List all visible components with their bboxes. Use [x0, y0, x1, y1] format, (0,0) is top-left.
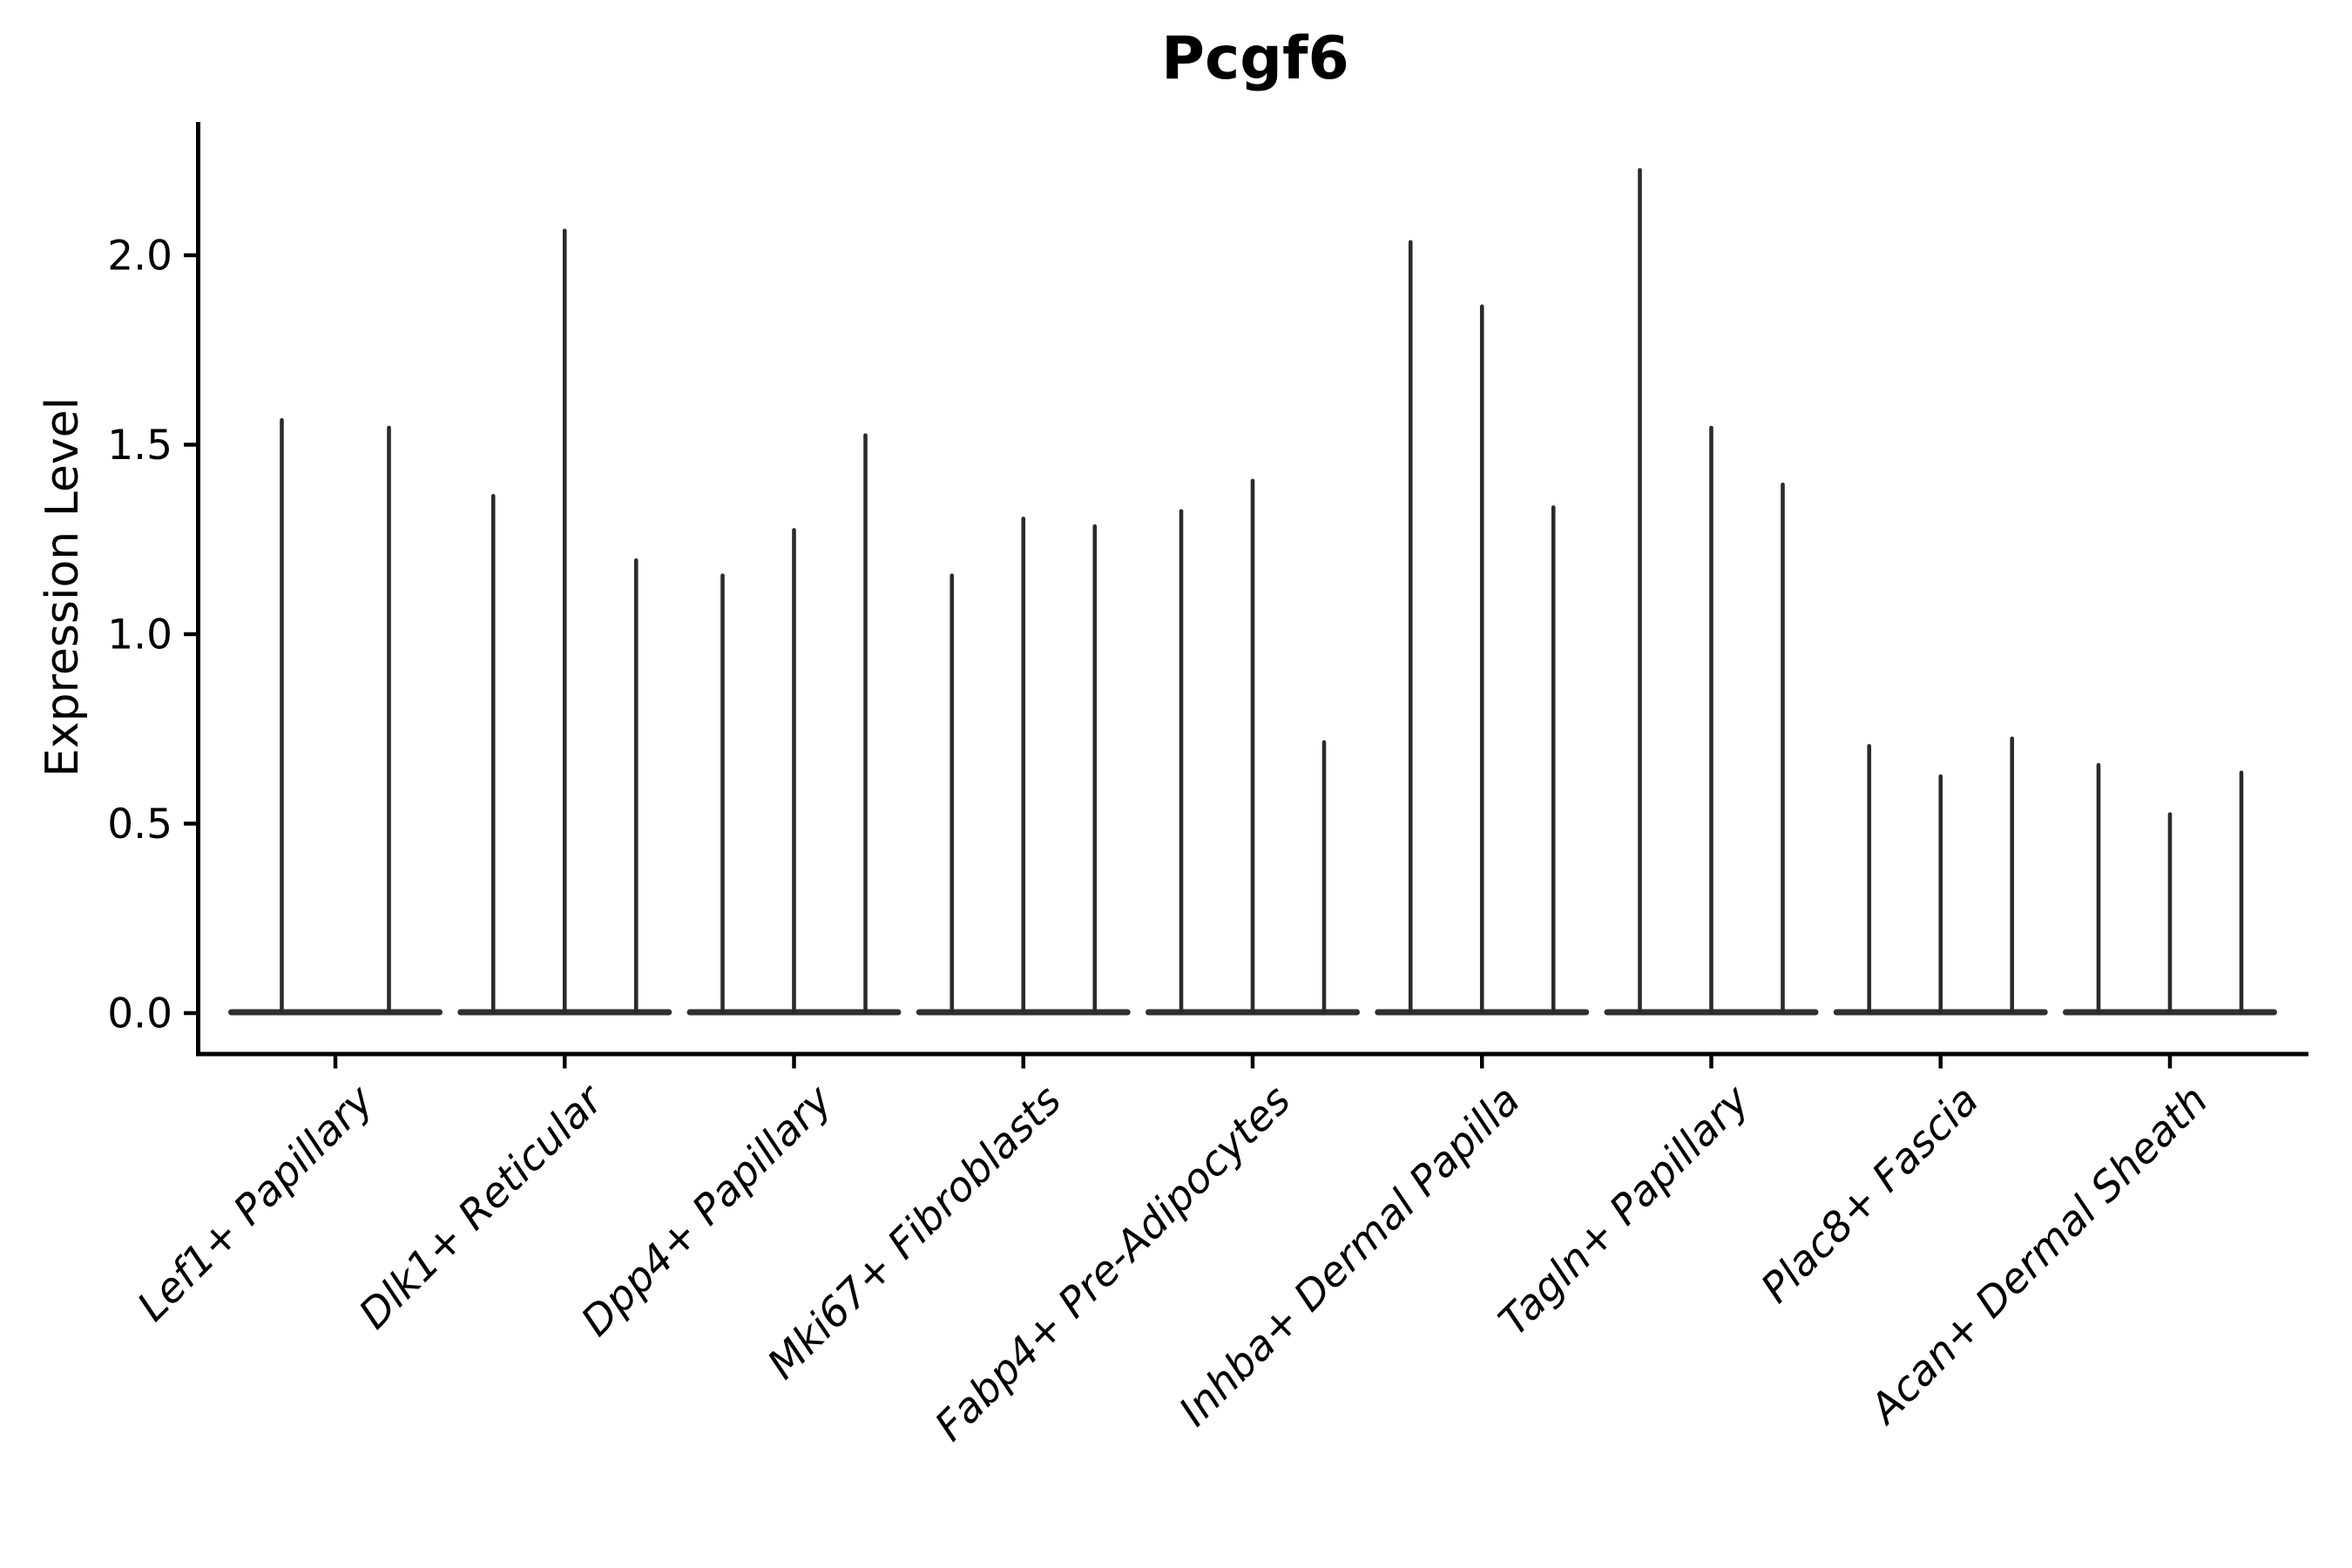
violin-needle — [792, 528, 796, 1014]
plot-title: Pcgf6 — [1161, 24, 1349, 93]
x-category-label: Dpp4+ Papillary — [572, 1076, 842, 1346]
x-category-label: Lef1+ Papillary — [128, 1076, 383, 1331]
violin-needle — [1551, 505, 1556, 1014]
x-category-label: Tagln+ Papillary — [1490, 1076, 1760, 1346]
violin-needle — [1250, 478, 1255, 1014]
violin-needle — [562, 228, 567, 1014]
violin-needle — [490, 494, 496, 1014]
violin-needle — [950, 573, 955, 1014]
y-axis-label: Expression Level — [37, 396, 89, 778]
violin-needle — [1092, 524, 1098, 1014]
violin-needle — [1408, 240, 1413, 1015]
violin-needle — [280, 418, 284, 1014]
x-category-label: Plac8+ Fascia — [1752, 1077, 1988, 1313]
violin-needle — [2096, 762, 2101, 1014]
violin-needle — [1179, 509, 1184, 1014]
violin-needle — [1021, 517, 1026, 1014]
y-tick-label: 1.0 — [107, 612, 172, 659]
y-tick-label: 1.5 — [107, 422, 172, 470]
violin-needle — [720, 573, 725, 1014]
violin-needle — [1479, 304, 1484, 1014]
y-tick-label: 0.5 — [107, 801, 172, 848]
violin-needle — [633, 558, 639, 1014]
violin-needle — [1781, 483, 1785, 1014]
violin-needle — [2239, 770, 2244, 1014]
y-tick-label: 2.0 — [107, 233, 172, 280]
violin-needle — [1709, 425, 1713, 1014]
violin-needle — [2167, 812, 2173, 1014]
violin-needle — [2010, 736, 2015, 1014]
violin-needle — [1321, 740, 1327, 1014]
violin-needle — [863, 433, 868, 1014]
violin-needle — [1867, 744, 1872, 1014]
violin-needle — [387, 425, 391, 1014]
violin-needle — [1638, 167, 1642, 1014]
y-tick-label: 0.0 — [107, 990, 172, 1038]
violin-needle — [1938, 774, 1943, 1014]
violin-baseline — [228, 1009, 443, 1016]
x-category-label: Dlk1+ Reticular — [350, 1075, 614, 1339]
